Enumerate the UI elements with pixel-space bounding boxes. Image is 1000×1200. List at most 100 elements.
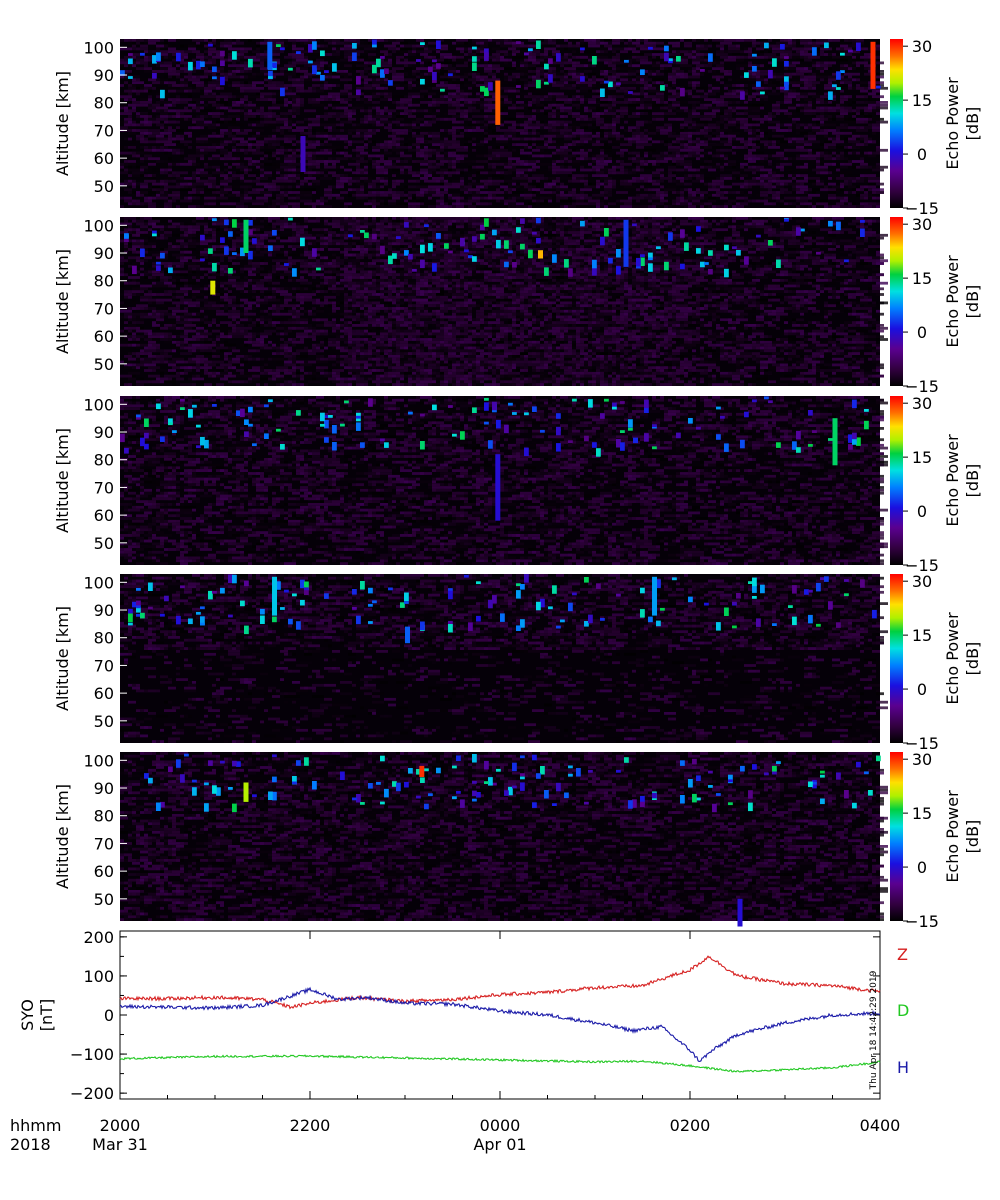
echo-cell [444,95,448,99]
echo-cell [600,115,608,118]
echo-cell [544,143,548,146]
echo-cell [704,165,716,169]
echo-cell [652,154,660,158]
echo-cell [652,55,656,59]
echo-cell [456,47,468,51]
echo-cell [416,75,420,79]
echo-cell [252,179,260,183]
echo-cell [240,84,244,87]
echo-cell [124,109,128,113]
echo-cell [204,64,212,68]
echo-cell [536,58,544,62]
echo-cell [464,137,476,141]
echo-cell [312,205,316,208]
echo-cell [856,179,864,183]
echo-cell [200,81,204,85]
echo-cell [876,70,884,73]
echo-cell [748,182,760,186]
echo-cell [376,106,380,110]
echo-cell [488,193,492,197]
echo-cell [488,106,500,110]
echo-cell [660,185,664,189]
echo-cell [224,39,232,42]
echo-cell [496,50,500,54]
echo-cell [680,202,692,206]
echo-cell [816,72,828,76]
echo-cell [444,205,456,208]
echo-cell [372,84,380,87]
echo-cell [716,44,724,48]
echo-cell [620,112,628,115]
echo-cell [484,202,492,206]
echo-cell [168,193,180,197]
echo-cell [292,103,304,107]
echo-cell [428,196,432,200]
echo-cell [836,103,840,107]
echo-cell [640,168,644,172]
echo-cell [652,171,664,175]
echo-cell [344,41,352,45]
echo-cell [276,202,280,206]
echo-cell [556,112,560,115]
echo-cell [800,174,808,177]
echo-cell [812,39,816,42]
echo-cell [324,106,328,110]
echo-cell [724,117,728,121]
echo-cell [456,202,460,206]
echo-cell [204,75,208,79]
echo-cell [312,98,316,101]
echo-cell [748,191,752,194]
echo-cell [832,151,836,155]
echo-cell [844,137,848,141]
echo-cell [352,177,364,180]
echo-cell [684,44,692,48]
echo-cell [252,115,256,118]
echo-cell [464,126,476,130]
echo-cell [620,50,628,54]
echo-cell [680,89,692,93]
echo-cell [272,143,280,146]
echo-cell [256,182,268,186]
echo-cell [440,160,448,163]
echo-cell [804,84,812,87]
echo-cell [532,196,544,200]
echo-cell [736,67,740,70]
echo-cell [596,185,600,189]
echo-cell [784,129,788,132]
echo-cell [684,53,688,56]
echo-cell [544,53,548,56]
echo-cell [372,205,376,208]
echo-cell [148,177,156,180]
echo-cell [320,115,332,118]
echo-cell [728,50,740,54]
echo-cell [344,70,348,73]
echo-cell [288,191,300,194]
echo-cell [152,86,156,90]
echo-cell [212,129,224,132]
echo-cell [180,92,192,96]
echo-cell [508,191,512,194]
echo-cell [596,44,600,48]
echo-cell [760,64,764,68]
echo-cell [124,89,132,93]
echo-cell [836,134,840,138]
echo-cell [816,131,828,135]
echo-cell [356,75,368,79]
echo-cell [484,185,488,189]
echo-cell [468,168,472,172]
echo-cell [244,67,252,70]
echo-cell [216,134,224,138]
echo-cell [412,44,416,48]
echo-cell [876,182,884,186]
echo-cell [556,81,568,85]
echo-cell [360,151,368,155]
echo-cell [868,151,872,155]
echo-cell [400,168,404,172]
echo-cell [388,202,392,206]
echo-cell [232,126,236,130]
echo-cell [528,179,532,183]
echo-cell [580,191,584,194]
echo-cell [188,160,192,163]
echo-cell [612,185,616,189]
echo-cell [304,72,312,76]
